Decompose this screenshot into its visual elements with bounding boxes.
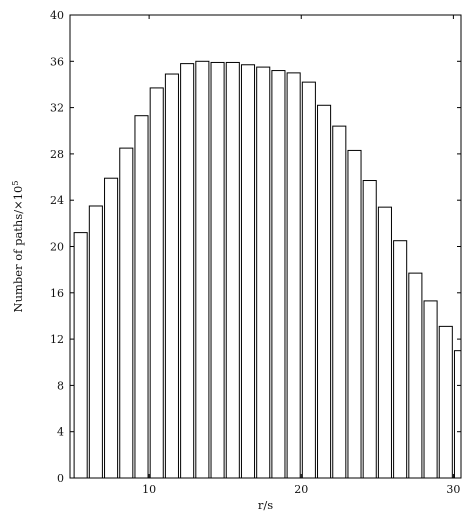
bar-20 — [362, 180, 377, 478]
plot-frame — [69, 14, 462, 479]
y-tick-label-8: 8 — [57, 379, 64, 392]
bar-18 — [332, 125, 347, 478]
bar-11 — [225, 61, 240, 478]
bar-13 — [256, 66, 271, 478]
bar-1 — [73, 232, 88, 478]
bars-group — [73, 60, 461, 478]
bar-19 — [347, 149, 362, 478]
x-axis-label: r/s — [258, 498, 273, 512]
x-tick-label-20: 20 — [294, 483, 308, 496]
x-axis-ticks: 10 20 30 — [142, 15, 460, 496]
bar-22 — [393, 240, 408, 478]
y-tick-label-32: 32 — [50, 102, 64, 115]
y-tick-label-24: 24 — [50, 194, 64, 207]
bar-14 — [271, 70, 286, 478]
y-tick-label-4: 4 — [57, 426, 64, 439]
bar-6 — [149, 87, 164, 478]
y-axis-ticks: 0 4 8 12 16 20 24 28 32 36 40 — [50, 9, 461, 485]
bar-24 — [423, 300, 438, 478]
bar-8 — [180, 63, 195, 478]
x-tick-label-30: 30 — [446, 483, 460, 496]
bar-2 — [88, 205, 103, 478]
y-tick-label-40: 40 — [50, 9, 64, 22]
bar-9 — [195, 60, 210, 478]
x-tick-label-10: 10 — [142, 483, 156, 496]
bar-23 — [408, 272, 423, 478]
bar-16 — [301, 81, 316, 478]
bar-12 — [240, 64, 256, 478]
y-tick-label-20: 20 — [50, 241, 64, 254]
bar-25 — [438, 325, 453, 478]
y-tick-label-28: 28 — [50, 148, 64, 161]
bar-17 — [317, 104, 332, 478]
bar-21 — [377, 206, 392, 478]
y-tick-label-0: 0 — [57, 472, 64, 485]
y-axis-label-exponent: 5 — [11, 181, 20, 186]
bar-5 — [134, 115, 149, 478]
bar-15 — [286, 72, 301, 478]
y-axis-label-main: Number of paths/×10 — [11, 186, 25, 313]
bar-7 — [164, 73, 179, 478]
y-tick-label-16: 16 — [50, 287, 64, 300]
y-tick-label-12: 12 — [50, 333, 64, 346]
y-tick-label-36: 36 — [50, 55, 64, 68]
bar-3 — [104, 177, 119, 478]
bar-4 — [119, 147, 134, 478]
bar-10 — [210, 61, 225, 478]
y-axis-label: Number of paths/×105 — [11, 181, 26, 313]
